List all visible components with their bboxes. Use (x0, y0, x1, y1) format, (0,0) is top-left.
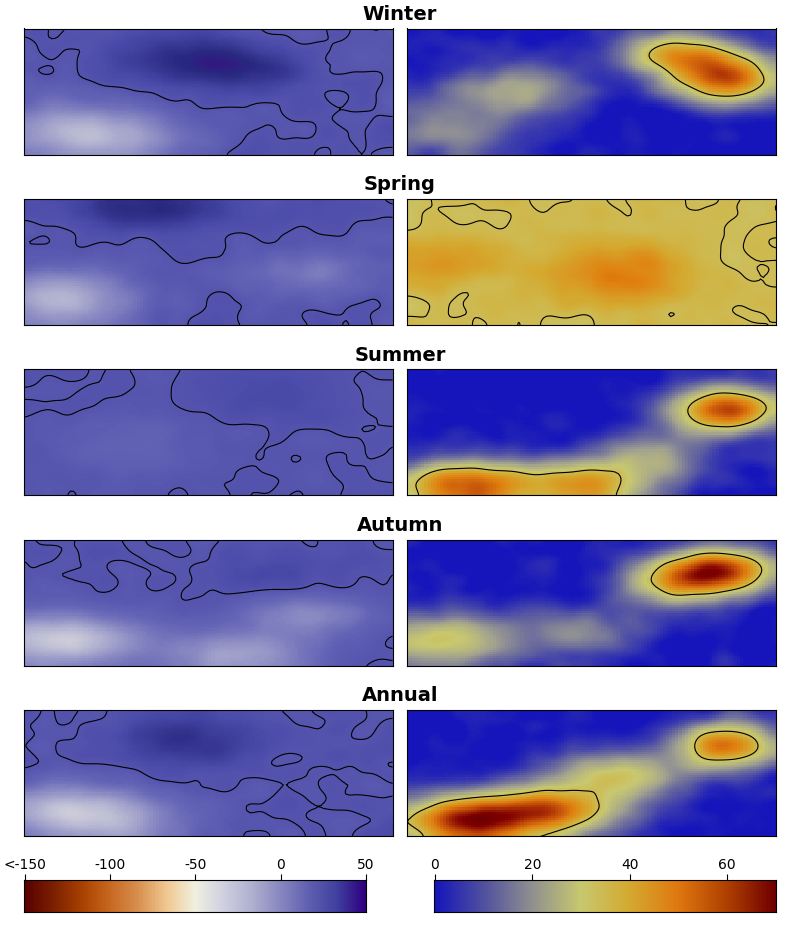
Text: Spring: Spring (364, 175, 436, 194)
Text: Autumn: Autumn (357, 516, 443, 535)
Text: Summer: Summer (354, 346, 446, 365)
Text: Winter: Winter (363, 5, 437, 24)
Text: Annual: Annual (362, 686, 438, 705)
